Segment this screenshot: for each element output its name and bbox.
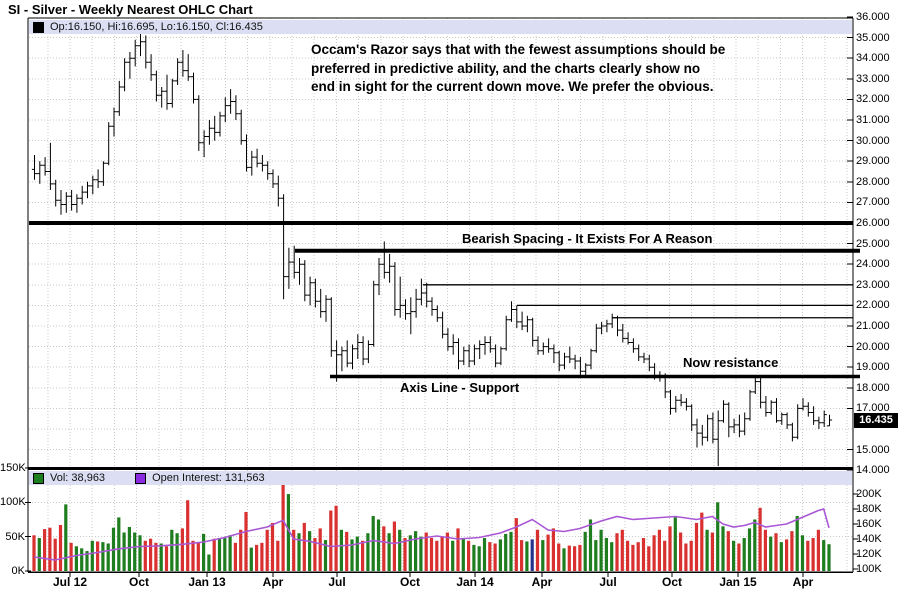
- x-axis-label: Oct: [128, 575, 150, 589]
- price-axis-label: 27.000: [856, 196, 890, 209]
- price-axis-label: 31.000: [856, 114, 890, 126]
- now-resistance-label: Now resistance: [683, 355, 779, 370]
- price-axis-label: 35.000: [856, 31, 890, 44]
- volume-legend-text: Vol: 38,963: [50, 472, 106, 484]
- price-legend: Op:16.150, Hi:16.695, Lo:16.150, Cl:16.4…: [29, 20, 852, 34]
- bearish-spacing-label: Bearish Spacing - It Exists For A Reason: [462, 231, 713, 246]
- price-axis-label: 34.000: [856, 52, 890, 65]
- oi-legend-marker-icon: [135, 472, 147, 484]
- x-axis-label: Oct: [661, 575, 683, 589]
- x-axis-label: Jan 13: [188, 575, 226, 589]
- x-axis-label: Apr: [531, 575, 553, 589]
- price-axis-label: 26.000: [856, 217, 890, 229]
- x-axis-label: Jul: [599, 575, 617, 589]
- volume-axis-label: 50K: [5, 530, 25, 543]
- price-axis-label: 15.000: [856, 443, 890, 456]
- x-axis-label: Apr: [792, 575, 814, 589]
- volume-legend-marker-icon: [33, 472, 44, 484]
- price-legend-text: Op:16.150, Hi:16.695, Lo:16.150, Cl:16.4…: [50, 21, 263, 33]
- axis-support-label: Axis Line - Support: [400, 380, 520, 395]
- volume-axis-label: 150K: [0, 462, 26, 474]
- price-axis-label: 23.000: [856, 278, 890, 291]
- price-axis-label: 20.000: [856, 340, 890, 353]
- price-axis-label: 24.000: [856, 258, 890, 271]
- x-axis-label: Jan 15: [719, 575, 757, 589]
- oi-legend-text: Open Interest: 131,563: [152, 472, 265, 484]
- price-axis-label: 32.000: [856, 93, 890, 106]
- annotation-text: Occam's Razor says that with the fewest …: [311, 41, 725, 97]
- x-axis-label: Jul 12: [52, 575, 88, 589]
- price-axis-label: 18.000: [856, 381, 890, 394]
- annotation-line-1: Occam's Razor says that with the fewest …: [311, 42, 726, 57]
- price-axis-label: 19.000: [856, 361, 890, 374]
- annotation-line-3: end in sight for the current down move. …: [311, 79, 714, 94]
- oi-axis-label: 100K: [856, 563, 882, 575]
- x-axis-label: Oct: [399, 575, 421, 589]
- annotation-line-2: preferred in predictive ability, and the…: [311, 60, 701, 76]
- price-axis-label: 22.000: [856, 299, 890, 312]
- oi-axis-label: 180K: [856, 503, 882, 515]
- x-axis-label: Jul: [328, 575, 346, 589]
- price-axis-label: 28.000: [856, 175, 890, 188]
- page-title: SI - Silver - Weekly Nearest OHLC Chart: [8, 2, 253, 17]
- price-axis-label: 21.000: [856, 320, 890, 332]
- x-axis-label: Jan 14: [456, 575, 494, 589]
- ohlc-legend-marker-icon: [33, 21, 44, 33]
- oi-axis-label: 200K: [856, 488, 882, 500]
- price-axis-label: 25.000: [856, 237, 890, 250]
- price-axis-label: 29.000: [856, 155, 890, 168]
- volume-axis-label: 0K: [11, 565, 25, 577]
- price-axis-label: 14.000: [856, 464, 890, 477]
- current-price-badge: 16.435: [854, 412, 898, 428]
- oi-axis-label: 140K: [856, 533, 882, 545]
- price-axis-label: 17.000: [856, 402, 890, 415]
- oi-axis-label: 120K: [856, 548, 882, 560]
- volume-legend: Vol: 38,963 Open Interest: 131,563: [29, 471, 852, 485]
- price-axis-label: 33.000: [856, 72, 890, 85]
- x-axis-label: Apr: [262, 575, 284, 589]
- price-axis-label: 30.000: [856, 134, 890, 147]
- price-axis-label: 36.000: [856, 11, 890, 23]
- oi-axis-label: 160K: [856, 518, 882, 530]
- volume-axis-label: 100K: [0, 496, 26, 509]
